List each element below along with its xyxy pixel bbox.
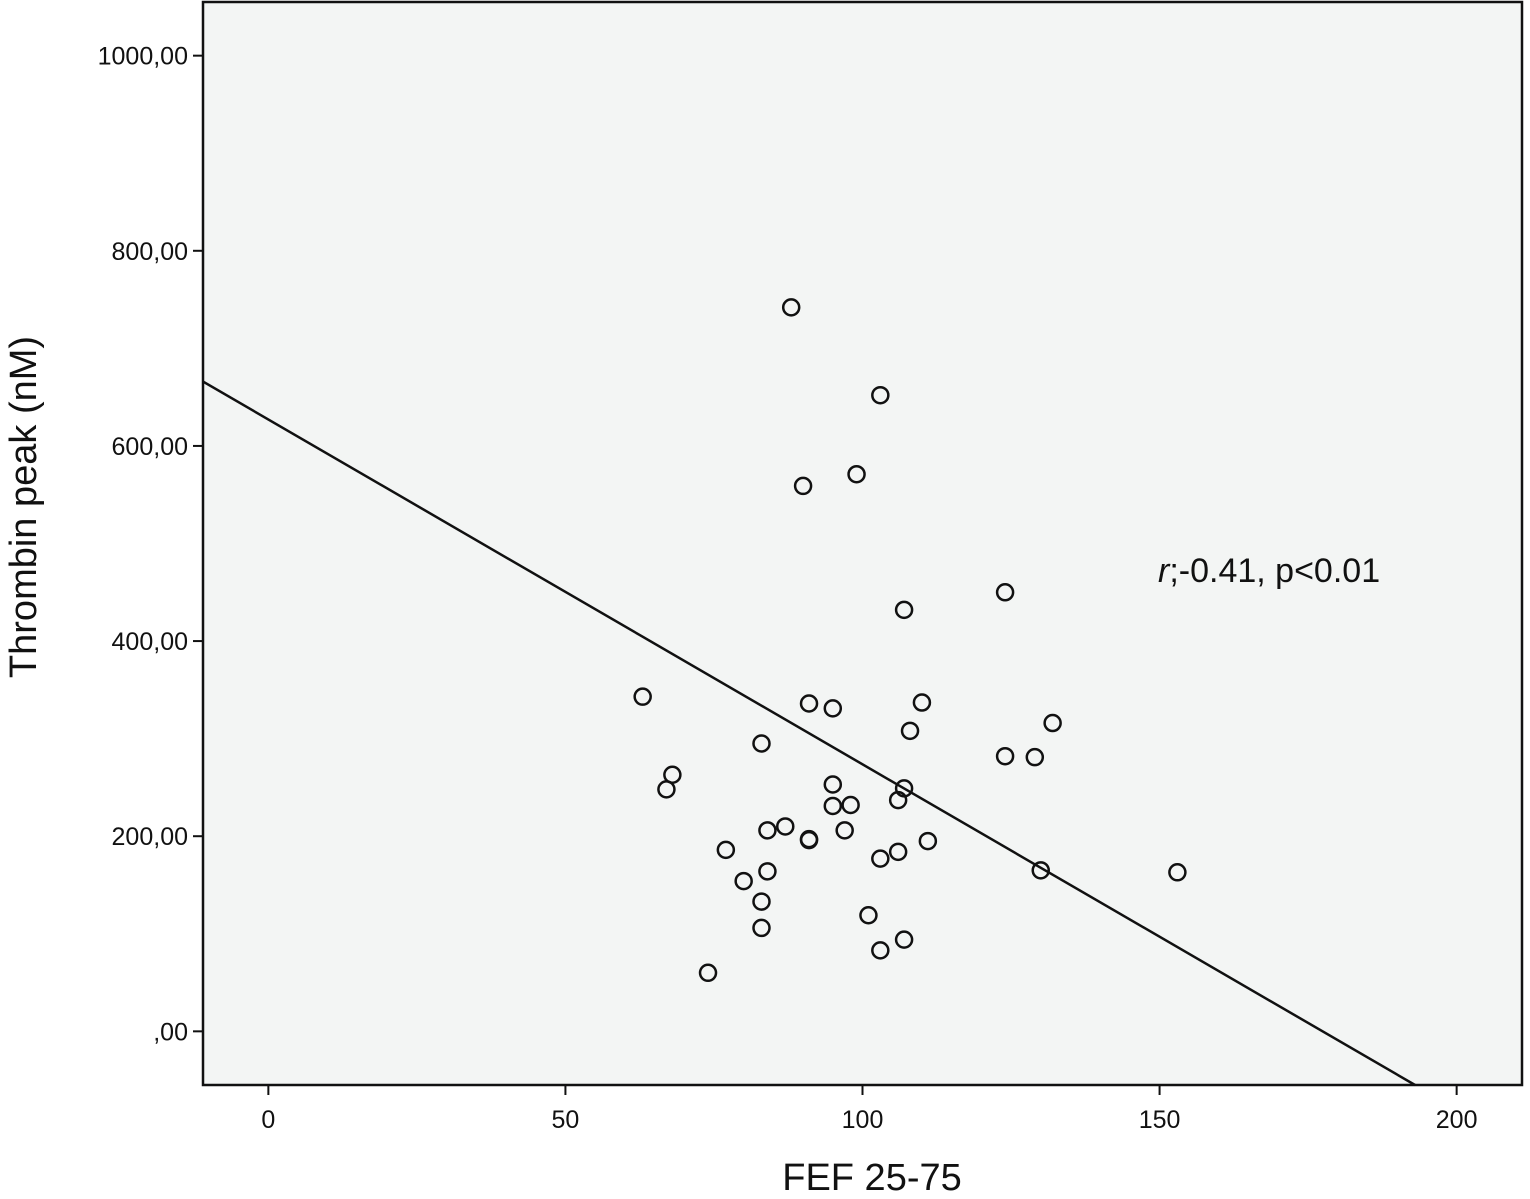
data-point [752, 918, 771, 938]
data-point [841, 795, 860, 815]
x-tick-label: 0 [261, 1106, 275, 1134]
data-point [871, 941, 890, 960]
data-point [859, 905, 878, 925]
data-point [758, 862, 777, 881]
x-tick-label: 50 [552, 1106, 580, 1134]
data-point [900, 721, 920, 741]
data-point [918, 831, 938, 851]
data-point [752, 734, 771, 753]
data-point [799, 830, 819, 850]
data-point [758, 821, 777, 840]
data-point [776, 817, 795, 836]
x-tick-label: 200 [1436, 1106, 1478, 1134]
data-point [823, 775, 843, 794]
y-axis-title: Thrombin peak (nM) [3, 336, 45, 678]
data-point [1031, 861, 1050, 880]
data-point [894, 600, 914, 620]
data-point [894, 930, 914, 949]
y-tick-label: ,00 [153, 1018, 188, 1046]
data-point [1168, 863, 1187, 882]
r-symbol: r [1158, 552, 1171, 590]
data-point [781, 298, 801, 317]
correlation-annotation: r;-0.41, p<0.01 [1158, 552, 1380, 590]
data-point [823, 796, 843, 816]
data-point [823, 699, 843, 718]
data-points [633, 298, 1187, 983]
data-point [799, 694, 819, 713]
data-point [835, 821, 854, 840]
x-tick-label: 100 [842, 1106, 884, 1134]
regression-line [202, 380, 1416, 1087]
y-tick-label: 200,00 [112, 823, 188, 851]
data-point [995, 583, 1015, 602]
data-point [657, 780, 676, 799]
regression-line-layer [202, 380, 1416, 1087]
y-tick-label: 600,00 [112, 433, 188, 461]
data-point [633, 687, 652, 706]
axis-ticks: 0 50 100 150 200,00200,00400,00600,00800,001… [98, 43, 1478, 1134]
data-point [698, 963, 718, 983]
y-tick-label: 400,00 [112, 628, 188, 656]
y-tick-label: 1000,00 [98, 43, 188, 71]
data-point [888, 790, 908, 810]
data-point [995, 746, 1015, 766]
data-point [847, 464, 866, 484]
data-point [793, 476, 813, 496]
y-tick-label: 800,00 [112, 238, 188, 266]
x-axis-title: FEF 25-75 [782, 1157, 962, 1199]
data-point [888, 842, 908, 862]
data-point [716, 840, 736, 860]
plot-area [201, 0, 1524, 1087]
data-point [734, 871, 753, 891]
data-point [1025, 747, 1045, 767]
data-point [871, 849, 890, 868]
annotation-text: ;-0.41, p<0.01 [1169, 552, 1380, 590]
data-point [912, 693, 932, 712]
data-point [871, 385, 890, 405]
data-point [1043, 713, 1062, 733]
x-tick-label: 150 [1139, 1106, 1181, 1134]
data-point [752, 892, 771, 911]
